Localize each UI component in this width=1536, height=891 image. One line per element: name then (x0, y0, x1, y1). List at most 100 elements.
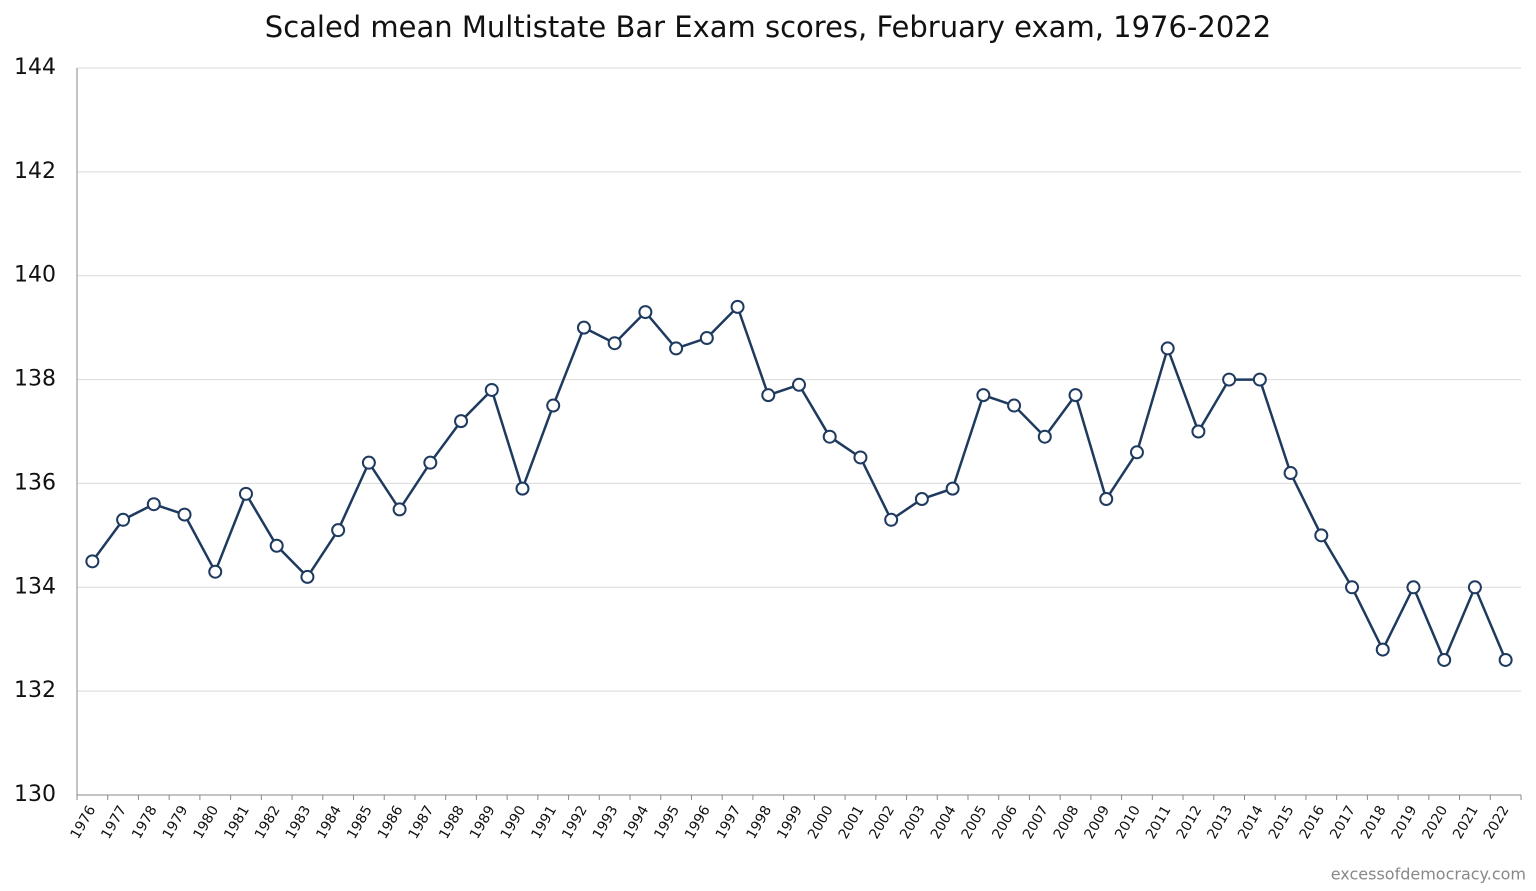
x-tick-label: 2018 (1358, 803, 1390, 842)
point (1375, 642, 1390, 657)
point (945, 481, 960, 496)
x-tick-label: 1999 (774, 803, 806, 842)
x-tick-label: 2008 (1051, 803, 1083, 842)
point (1467, 580, 1482, 595)
x-tick-label: 1982 (252, 803, 284, 842)
point (208, 564, 223, 579)
point (546, 398, 561, 413)
x-tick-label: 1979 (160, 803, 192, 842)
x-tick-label: 2010 (1112, 803, 1144, 842)
x-tick-label: 1980 (191, 803, 223, 842)
point (1191, 424, 1206, 439)
point (607, 336, 622, 351)
point (884, 512, 899, 527)
x-tick-label: 1981 (221, 803, 253, 842)
point (638, 305, 653, 320)
point (699, 331, 714, 346)
point (146, 497, 161, 512)
point (1437, 652, 1452, 667)
point (1129, 445, 1144, 460)
point (300, 569, 315, 584)
point (392, 502, 407, 517)
point (361, 455, 376, 470)
point (914, 492, 929, 507)
point (1068, 388, 1083, 403)
x-tick-label: 1985 (344, 803, 376, 842)
x-tick-label: 1997 (713, 803, 745, 842)
x-tick-label: 2000 (805, 803, 837, 842)
x-tick-label: 2022 (1481, 803, 1513, 842)
x-tick-label: 2009 (1081, 803, 1113, 842)
point (792, 377, 806, 392)
x-tick-label: 2011 (1143, 803, 1175, 842)
point (177, 507, 192, 522)
x-tick-label: 2007 (1020, 803, 1052, 842)
point (116, 512, 131, 527)
y-tick-label: 132 (14, 678, 56, 703)
point (853, 450, 868, 465)
x-tick-label: 2017 (1327, 803, 1359, 842)
point (1283, 466, 1298, 481)
x-tick-label: 1988 (436, 803, 468, 842)
point (822, 429, 837, 444)
x-tick-label: 2014 (1235, 803, 1267, 842)
x-tick-label: 1994 (621, 803, 653, 842)
x-tick-label: 1990 (498, 803, 530, 842)
x-tick-label: 2004 (928, 803, 960, 842)
y-tick-label: 134 (14, 574, 56, 599)
point (1345, 580, 1360, 595)
point (423, 455, 438, 470)
point (238, 486, 253, 501)
point (454, 414, 469, 429)
y-tick-label: 138 (14, 367, 56, 392)
point (515, 481, 530, 496)
point (1037, 429, 1052, 444)
point (730, 299, 745, 314)
x-tick-label: 1986 (375, 803, 407, 842)
x-tick-label: 1989 (467, 803, 499, 842)
x-tick-label: 2021 (1450, 803, 1482, 842)
point (269, 538, 284, 553)
point (1099, 492, 1114, 507)
y-tick-label: 140 (14, 263, 56, 288)
chart-title: Scaled mean Multistate Bar Exam scores, … (265, 10, 1271, 44)
point (1007, 398, 1022, 413)
point (576, 320, 591, 335)
x-tick-label: 1977 (98, 803, 130, 842)
x-tick-label: 2005 (959, 803, 991, 842)
x-tick-label: 1995 (651, 803, 683, 842)
x-tick-label: 2001 (836, 803, 868, 842)
x-tick-label: 2002 (866, 803, 898, 842)
y-tick-label: 144 (14, 55, 56, 80)
x-tick-label: 2019 (1389, 803, 1421, 842)
x-tick-label: 2003 (897, 803, 929, 842)
x-tick-label: 2015 (1266, 803, 1298, 842)
point (85, 554, 100, 569)
x-tick-label: 1978 (129, 803, 161, 842)
x-tick-label: 1993 (590, 803, 622, 842)
x-tick-label: 2016 (1297, 803, 1329, 842)
point (669, 341, 684, 356)
x-tick-label: 1983 (283, 803, 315, 842)
source: excessofdemocracy.com (1331, 865, 1526, 884)
y-tick-label: 136 (14, 470, 56, 495)
x-tick-label: 1991 (528, 803, 560, 842)
point (484, 382, 499, 397)
x-tick-label: 2012 (1174, 803, 1206, 842)
y-tick-label: 142 (14, 159, 56, 184)
x-tick-label: 1998 (744, 803, 776, 842)
x-tick-label: 1996 (682, 803, 714, 842)
y-tick-label: 130 (14, 782, 56, 807)
point (1252, 372, 1267, 387)
point (331, 523, 346, 538)
x-tick-label: 2006 (989, 803, 1021, 842)
x-tick-label: 2013 (1204, 803, 1236, 842)
x-tick-label: 1976 (68, 803, 100, 842)
point (976, 388, 991, 403)
point (1498, 652, 1513, 667)
point (1222, 372, 1237, 387)
point (1314, 528, 1329, 543)
x-tick-label: 1987 (406, 803, 438, 842)
